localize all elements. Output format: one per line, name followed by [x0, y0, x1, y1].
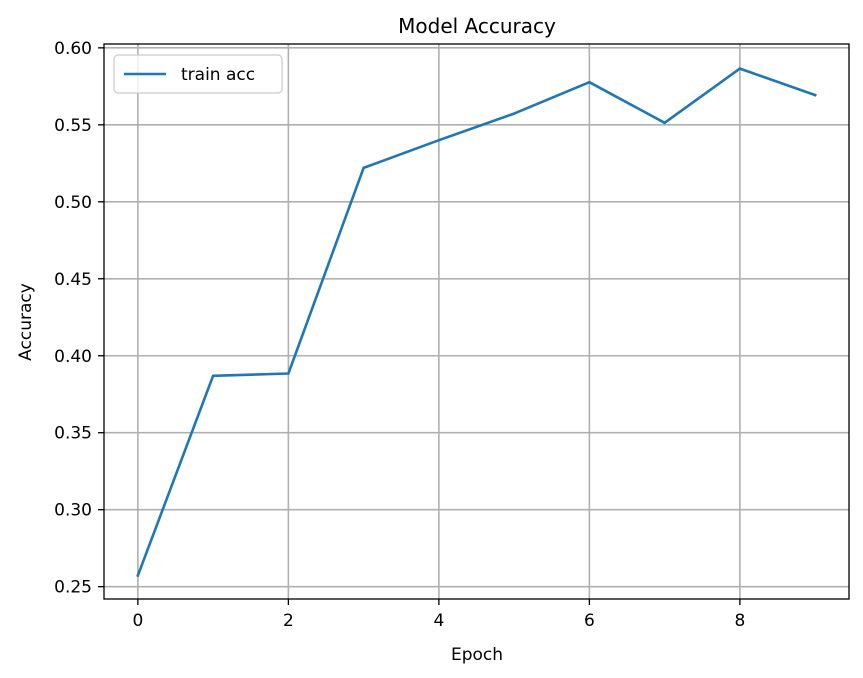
data-point [588, 80, 591, 84]
data-point [663, 121, 666, 125]
x-tick-label: 0 [132, 611, 143, 631]
y-tick-label: 0.30 [54, 501, 92, 521]
y-axis-label: Accuracy [16, 283, 36, 361]
series-line-train-acc [136, 67, 817, 578]
y-tick-label: 0.35 [54, 424, 92, 444]
y-tick-label: 0.45 [54, 270, 92, 290]
grid [104, 44, 849, 599]
data-point [211, 374, 215, 378]
legend-label: train acc [181, 65, 255, 85]
x-tick-label: 6 [584, 611, 595, 631]
data-point [136, 574, 140, 577]
legend-box [113, 54, 283, 94]
data-point [512, 112, 516, 115]
series-layer [136, 67, 817, 578]
data-point [362, 166, 365, 170]
x-tick-label: 4 [433, 611, 444, 631]
plot-frame [103, 43, 850, 600]
chart-title: Model Accuracy [398, 14, 556, 38]
y-tick-label: 0.40 [54, 347, 92, 367]
x-tick-label: 2 [283, 611, 294, 631]
axis-ticks: 0 2 4 6 8 0.25 0.30 0.35 0.40 0.45 0.50 0.55 0.60 [54, 39, 745, 631]
data-point [813, 93, 817, 97]
data-point [287, 372, 290, 375]
data-point [738, 67, 742, 70]
y-tick-label: 0.55 [54, 116, 92, 136]
y-tick-label: 0.50 [54, 193, 92, 213]
x-tick-label: 8 [734, 611, 745, 631]
legend: train acc [113, 54, 283, 94]
x-axis-label: Epoch [451, 645, 503, 665]
data-point [437, 138, 441, 142]
y-tick-label: 0.60 [54, 39, 92, 59]
y-tick-label: 0.25 [54, 578, 92, 598]
